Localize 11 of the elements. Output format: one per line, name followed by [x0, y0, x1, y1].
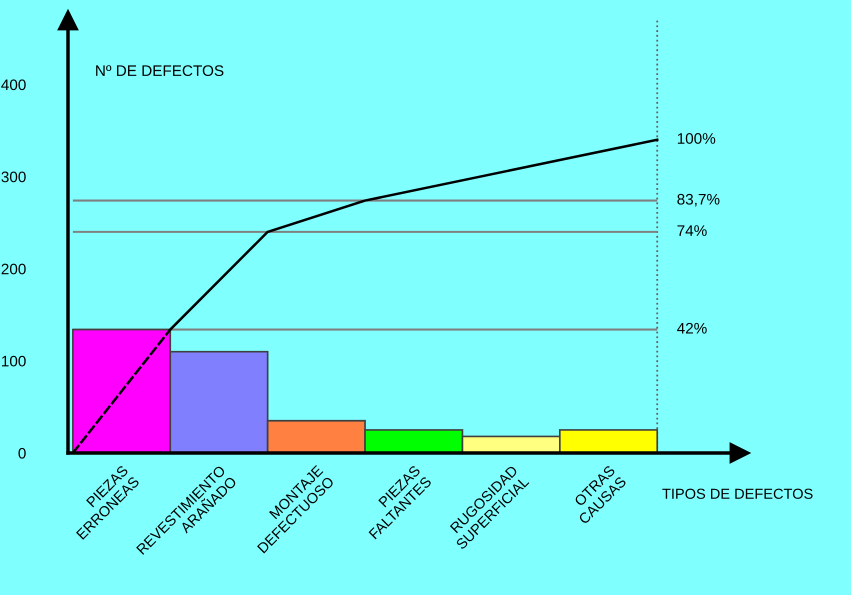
x-axis-title: TIPOS DE DEFECTOS — [662, 488, 813, 499]
y-tick-label: 200 — [2, 264, 26, 274]
y-tick-label: 300 — [1, 171, 26, 182]
y-axis-title: Nº DE DEFECTOS — [96, 65, 224, 76]
y-tick-label: 0 — [18, 448, 26, 459]
text: 100% — [678, 133, 716, 144]
text: 83,7% — [677, 194, 720, 206]
y-tick-label: 100 — [2, 356, 26, 367]
text: 74% — [677, 225, 707, 236]
text: 42% — [677, 322, 707, 334]
y-tick-label: 400 — [1, 79, 26, 90]
